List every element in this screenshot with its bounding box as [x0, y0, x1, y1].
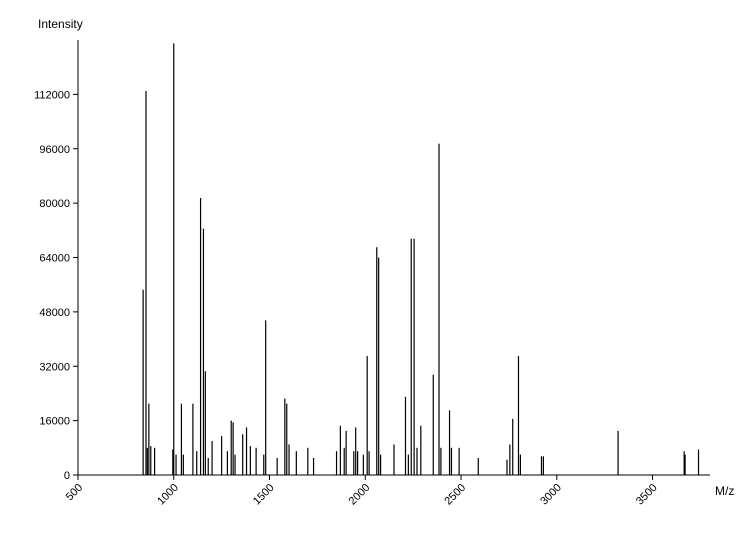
y-tick-label: 48000 — [39, 307, 70, 319]
mass-spectrum-chart: 0160003200048000640008000096000112000500… — [0, 0, 750, 540]
y-tick-label: 112000 — [34, 89, 70, 101]
y-tick-label: 64000 — [39, 253, 70, 265]
y-tick-label: 80000 — [39, 198, 70, 210]
y-tick-label: 32000 — [39, 361, 70, 373]
y-axis-label: Intensity — [38, 17, 83, 31]
y-tick-label: 0 — [64, 470, 70, 482]
plot-bg — [0, 0, 750, 540]
y-tick-label: 16000 — [39, 416, 70, 428]
spectrum-svg: 0160003200048000640008000096000112000500… — [0, 0, 750, 540]
x-axis-label: M/z — [715, 484, 734, 498]
y-tick-label: 96000 — [39, 144, 70, 156]
